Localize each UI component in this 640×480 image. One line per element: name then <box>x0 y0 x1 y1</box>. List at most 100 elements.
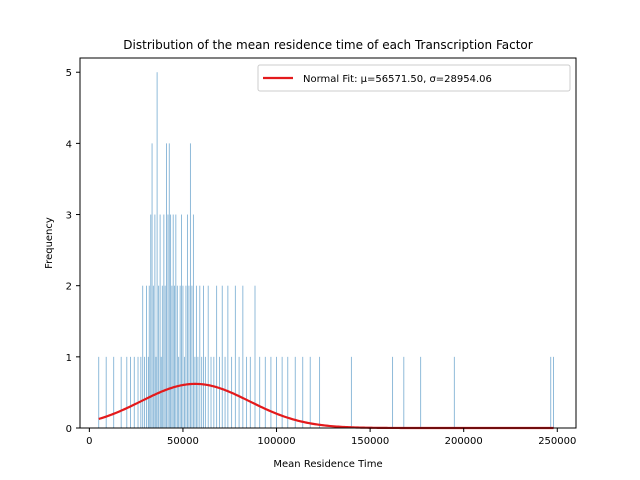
histogram-bar <box>242 285 244 428</box>
histogram-bar <box>148 285 150 428</box>
histogram-bar <box>181 214 182 428</box>
histogram-bar <box>259 356 261 428</box>
histogram-bar <box>137 356 139 428</box>
histogram-bar <box>151 143 153 428</box>
histogram-bar <box>207 285 209 428</box>
y-tick-label: 4 <box>66 139 72 150</box>
histogram-bar <box>142 285 144 428</box>
histogram-bar <box>453 356 455 428</box>
histogram-bar <box>182 285 184 428</box>
histogram-bar <box>161 285 163 428</box>
histogram-bar <box>194 356 196 428</box>
histogram-bar <box>221 285 223 428</box>
y-tick-label: 3 <box>66 211 72 222</box>
histogram-bar <box>120 356 122 428</box>
histogram-bar <box>168 143 170 428</box>
y-axis-ticks: 0 1 2 3 4 5 <box>66 68 80 435</box>
histogram-bar <box>163 214 165 428</box>
histogram-bar <box>249 356 251 428</box>
histogram-bar <box>98 356 100 428</box>
histogram-bar <box>403 356 405 428</box>
histogram-bar <box>186 214 188 428</box>
histogram-bar <box>167 214 169 428</box>
histogram-bar <box>281 356 283 428</box>
histogram-bar <box>210 356 212 428</box>
histogram-bar <box>191 285 193 428</box>
histogram-bar <box>287 356 289 428</box>
histogram-bar <box>319 356 321 428</box>
histogram-bar <box>130 356 131 428</box>
histogram-bar <box>178 356 180 428</box>
histogram-bar <box>216 285 218 428</box>
legend: Normal Fit: μ=56571.50, σ=28954.06 <box>257 64 571 92</box>
x-tick-label: 200000 <box>445 436 483 447</box>
histogram-bar <box>392 356 394 428</box>
histogram-bar <box>218 356 220 428</box>
x-tick-label: 150000 <box>351 436 389 447</box>
histogram-bar <box>156 72 158 428</box>
histogram-bar <box>150 214 152 428</box>
histogram-bar <box>199 285 201 428</box>
histogram-bar <box>201 356 203 428</box>
y-tick-label: 5 <box>66 68 72 79</box>
histogram-bar <box>234 285 236 428</box>
histogram-bar <box>189 143 191 428</box>
histogram-bar <box>238 356 240 428</box>
histogram-bar <box>224 356 226 428</box>
histogram-bar <box>179 285 181 428</box>
histogram-bar <box>152 285 154 428</box>
y-axis-label: Frequency <box>44 217 55 269</box>
histogram-bar <box>146 285 147 428</box>
histogram-bar <box>174 285 175 428</box>
histogram-bar <box>213 356 215 428</box>
y-tick-label: 2 <box>66 282 72 293</box>
x-axis-label: Mean Residence Time <box>273 459 382 470</box>
histogram-bar <box>550 356 552 428</box>
histogram-bar <box>113 356 115 428</box>
histogram-bar <box>204 356 206 428</box>
histogram-bar <box>270 356 272 428</box>
histogram-bar <box>176 285 178 428</box>
histogram-bar <box>188 285 190 428</box>
histogram-bar <box>254 285 256 428</box>
histogram-bar <box>158 285 160 428</box>
histogram-bar <box>294 356 296 428</box>
histogram-bar <box>147 356 149 428</box>
x-tick-label: 50000 <box>167 436 199 447</box>
histogram-bar <box>133 356 135 428</box>
x-tick-label: 0 <box>86 436 92 447</box>
histogram-bar <box>105 356 107 428</box>
histogram-bar <box>246 356 248 428</box>
histogram-bar <box>154 214 156 428</box>
histogram-bar <box>126 356 128 428</box>
x-tick-label: 100000 <box>257 436 295 447</box>
chart-title: Distribution of the mean residence time … <box>123 38 532 52</box>
histogram-bar <box>264 356 266 428</box>
histogram-bars <box>98 72 554 428</box>
histogram-bar <box>183 356 185 428</box>
histogram-bar <box>553 356 554 428</box>
histogram-bar <box>185 285 187 428</box>
x-axis-ticks: 0 50000 100000 150000 200000 250000 <box>86 428 576 447</box>
histogram-bar <box>175 214 177 428</box>
histogram-bar <box>350 356 352 428</box>
histogram-bar <box>159 214 161 428</box>
histogram-bar <box>276 356 277 428</box>
y-tick-label: 1 <box>66 353 72 364</box>
histogram-bar <box>164 285 166 428</box>
legend-label-normal-fit: Normal Fit: μ=56571.50, σ=28954.06 <box>303 74 492 85</box>
histogram-bar <box>144 356 146 428</box>
histogram-bar <box>172 214 174 428</box>
legend-box <box>257 64 571 92</box>
histogram-bar <box>171 285 173 428</box>
y-tick-label: 0 <box>66 424 72 435</box>
histogram-bar <box>170 214 172 428</box>
plot-area-frame <box>79 57 577 429</box>
histogram-bar <box>155 356 157 428</box>
histogram-bar <box>192 214 194 428</box>
histogram-bar <box>309 356 311 428</box>
histogram-bar <box>203 285 204 428</box>
histogram-bar <box>166 143 167 428</box>
histogram-bar <box>302 356 304 428</box>
